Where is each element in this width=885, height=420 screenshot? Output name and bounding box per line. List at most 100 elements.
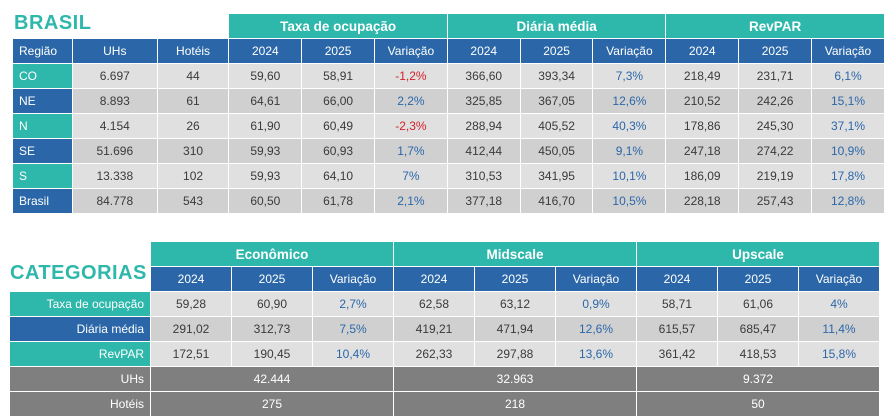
table-cell: 6,1%: [810, 63, 885, 89]
table-cell: -1,2%: [373, 63, 448, 89]
table-cell: 412,44: [446, 138, 521, 164]
column-header: 2024: [393, 266, 475, 292]
table-cell: 218,49: [665, 63, 740, 89]
table-cell: 7,3%: [592, 63, 667, 89]
table-cell: 377,18: [446, 188, 521, 214]
table-cell: 10,5%: [592, 188, 667, 214]
column-header: Variação: [798, 266, 880, 292]
row-label: Diária média: [9, 316, 151, 342]
table-cell: 15,1%: [810, 88, 885, 114]
table-cell: 247,18: [665, 138, 740, 164]
table-cell: 2,1%: [373, 188, 448, 214]
table-cell: 361,42: [636, 341, 718, 367]
table-cell: 64,10: [301, 163, 375, 189]
table-cell: 6.697: [71, 63, 158, 89]
row-label: SE: [12, 138, 73, 164]
table-cell: 245,30: [738, 113, 812, 139]
table-cell: -2,3%: [373, 113, 448, 139]
table-cell: 17,8%: [810, 163, 885, 189]
total-cell: 275: [150, 391, 394, 417]
table-cell: 59,60: [228, 63, 303, 89]
table-cell: 59,93: [228, 138, 303, 164]
table-row: CO 6.697 44 59,60 58,91 -1,2% 366,60 393,34 7,3%…: [12, 63, 885, 89]
table-cell: 186,09: [665, 163, 740, 189]
total-cell: 9.372: [636, 366, 880, 392]
table-cell: 13,6%: [555, 341, 637, 367]
table-cell: 291,02: [150, 316, 232, 342]
table-cell: 60,49: [301, 113, 375, 139]
column-header: Variação: [373, 38, 448, 64]
table-cell: 172,51: [150, 341, 232, 367]
column-header: Variação: [592, 38, 667, 64]
row-label: UHs: [9, 366, 151, 392]
table-cell: 61: [156, 88, 230, 114]
table-row: RevPAR 172,51 190,45 10,4% 262,33 297,88 13,6%…: [9, 341, 880, 367]
table-cell: 393,34: [519, 63, 594, 89]
table-cell: 12,6%: [555, 316, 637, 342]
column-header: 2024: [150, 266, 232, 292]
table-cell: 11,4%: [798, 316, 880, 342]
column-header: 2024: [665, 38, 740, 64]
column-header: Hotéis: [156, 38, 230, 64]
group-header-ocupacao: Taxa de ocupação: [228, 13, 448, 39]
table-cell: 7,5%: [312, 316, 394, 342]
table-cell: 60,50: [228, 188, 303, 214]
group-header-economico: Econômico: [150, 241, 394, 267]
table-cell: 4%: [798, 291, 880, 317]
table-cell: 51.696: [71, 138, 158, 164]
table-cell: 63,12: [474, 291, 556, 317]
table-cell: 366,60: [446, 63, 521, 89]
column-header: 2025: [738, 38, 812, 64]
table-cell: 210,52: [665, 88, 740, 114]
table-row: S 13.338 102 59,93 64,10 7% 310,53 341,95 10,1% 1…: [12, 163, 885, 189]
table-cell: 242,26: [738, 88, 812, 114]
totals-row: Hotéis 275 218 50: [9, 391, 880, 417]
categorias-table: Econômico Midscale Upscale 2024 2025 Var…: [9, 241, 880, 417]
table-cell: 102: [156, 163, 230, 189]
table-cell: 2,7%: [312, 291, 394, 317]
table-cell: 60,90: [231, 291, 313, 317]
column-header: UHs: [71, 38, 158, 64]
row-label: CO: [12, 63, 73, 89]
table-cell: 7%: [373, 163, 448, 189]
row-label: NE: [12, 88, 73, 114]
row-label: S: [12, 163, 73, 189]
table-cell: 12,6%: [592, 88, 667, 114]
table-cell: 341,95: [519, 163, 594, 189]
column-header: Variação: [810, 38, 885, 64]
table-cell: 40,3%: [592, 113, 667, 139]
table-cell: 26: [156, 113, 230, 139]
table-cell: 44: [156, 63, 230, 89]
table-cell: 367,05: [519, 88, 594, 114]
table-row: Brasil 84.778 543 60,50 61,78 2,1% 377,18 416,7…: [12, 188, 885, 214]
total-cell: 32.963: [393, 366, 637, 392]
row-label: Taxa de ocupação: [9, 291, 151, 317]
table-cell: 262,33: [393, 341, 475, 367]
brasil-header-row: Região UHs Hotéis 2024 2025 Variação 202…: [12, 38, 885, 64]
group-header-midscale: Midscale: [393, 241, 637, 267]
table-row: Diária média 291,02 312,73 7,5% 419,21 471,94…: [9, 316, 880, 342]
table-cell: 61,06: [717, 291, 799, 317]
categorias-group-row: Econômico Midscale Upscale: [10, 241, 880, 267]
table-cell: 228,18: [665, 188, 740, 214]
table-cell: 59,93: [228, 163, 303, 189]
group-header-diaria: Diária média: [446, 13, 667, 39]
table-row: NE 8.893 61 64,61 66,00 2,2% 325,85 367,05 12,6%…: [12, 88, 885, 114]
table-cell: 13.338: [71, 163, 158, 189]
table-cell: 60,93: [301, 138, 375, 164]
table-cell: 543: [156, 188, 230, 214]
group-header-upscale: Upscale: [636, 241, 880, 267]
group-header-revpar: RevPAR: [665, 13, 885, 39]
table-cell: 288,94: [446, 113, 521, 139]
table-cell: 9,1%: [592, 138, 667, 164]
table-cell: 62,58: [393, 291, 475, 317]
table-cell: 190,45: [231, 341, 313, 367]
column-header: 2025: [474, 266, 556, 292]
table-cell: 310: [156, 138, 230, 164]
column-header: 2025: [717, 266, 799, 292]
table-cell: 61,90: [228, 113, 303, 139]
categorias-title: CATEGORIAS: [10, 262, 147, 284]
table-cell: 61,78: [301, 188, 375, 214]
table-cell: 58,71: [636, 291, 718, 317]
table-row: Taxa de ocupação 59,28 60,90 2,7% 62,58 63,12…: [9, 291, 880, 317]
